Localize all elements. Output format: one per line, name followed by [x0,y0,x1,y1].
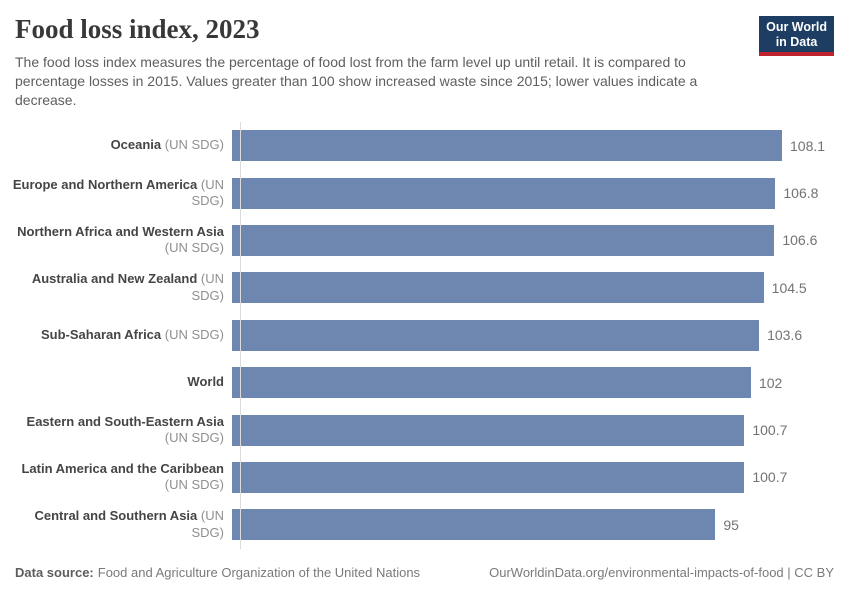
bar[interactable] [232,461,745,493]
bar[interactable] [232,224,775,256]
bar-chart: Oceania (UN SDG) 108.1 Europe and Northern… [0,122,850,549]
chart-row: Australia and New Zealand (UN SDG) 104.5 [0,264,850,311]
chart-row: Sub-Saharan Africa (UN SDG) 103.6 [0,312,850,359]
category-label: Central and Southern Asia (UN SDG) [0,508,232,541]
value-label: 103.6 [767,327,803,344]
bar-zone: 106.8 [232,177,850,209]
footer-credit-link[interactable]: OurWorldinData.org/environmental-impacts… [489,564,834,580]
chart-rows: Oceania (UN SDG) 108.1 Europe and Northern… [0,122,850,549]
chart-row: Central and Southern Asia (UN SDG) 95 [0,501,850,548]
value-label: 100.7 [752,469,788,486]
owid-logo-line1: Our World [766,20,827,34]
owid-logo-line2: in Data [775,34,818,49]
category-qualifier: (UN SDG) [191,176,225,209]
bar[interactable] [232,130,782,162]
bar-zone: 106.6 [232,224,850,256]
category-label: Sub-Saharan Africa (UN SDG) [0,327,232,344]
category-name: Sub-Saharan Africa [40,327,162,342]
data-source-value: Food and Agriculture Organization of the… [97,564,421,580]
category-label: World [0,374,232,391]
y-axis-line [240,122,241,549]
bar-zone: 100.7 [232,414,850,446]
chart-row: Oceania (UN SDG) 108.1 [0,122,850,169]
category-name: Australia and New Zealand [31,271,198,287]
value-label: 95 [723,516,739,533]
category-qualifier: (UN SDG) [161,327,224,342]
bar[interactable] [232,367,751,399]
chart-row: Latin America and the Caribbean (UN SDG)… [0,454,850,501]
value-label: 102 [758,374,783,391]
category-qualifier: (UN SDG) [191,271,225,303]
category-name: Oceania [110,137,162,153]
category-name: Europe and Northern America [12,176,198,192]
category-qualifier: (UN SDG) [191,508,225,540]
value-label: 104.5 [771,279,807,296]
category-qualifier: (UN SDG) [164,430,224,446]
chart-subtitle: The food loss index measures the percent… [15,54,698,108]
chart-row: Eastern and South-Eastern Asia (UN SDG) 1… [0,406,850,453]
category-label: Northern Africa and Western Asia (UN SDG… [0,224,232,257]
bar-zone: 103.6 [232,319,850,351]
bar[interactable] [232,414,745,446]
bar[interactable] [232,272,764,304]
chart-row: World 102 [0,359,850,406]
data-source: Data source: Food and Agriculture Organiz… [15,564,420,581]
value-label: 100.7 [752,422,788,439]
category-label: Australia and New Zealand (UN SDG) [0,271,232,304]
bar-zone: 95 [232,509,850,541]
value-label: 108.1 [790,137,826,154]
bar-zone: 102 [232,367,850,399]
category-name: Northern Africa and Western Asia [17,223,224,239]
chart-row: Europe and Northern America (UN SDG) 106.… [0,169,850,216]
category-qualifier: (UN SDG) [164,477,224,493]
bar-zone: 104.5 [232,272,850,304]
category-name: Central and Southern Asia [34,508,198,524]
category-name: Eastern and South-Eastern Asia [26,413,224,429]
category-label: Oceania (UN SDG) [0,137,232,154]
category-label: Eastern and South-Eastern Asia (UN SDG) [0,414,232,447]
value-label: 106.6 [782,232,818,249]
bar-zone: 108.1 [232,130,850,162]
category-label: Latin America and the Caribbean (UN SDG) [0,461,232,494]
bar[interactable] [232,319,760,351]
chart-row: Northern Africa and Western Asia (UN SDG… [0,217,850,264]
value-label: 106.8 [783,185,819,202]
chart-title: Food loss index, 2023 [15,14,260,44]
category-qualifier: (UN SDG) [164,240,224,256]
bar[interactable] [232,177,776,209]
owid-logo[interactable]: Our World in Data [759,16,834,56]
category-name: Latin America and the Caribbean [21,460,224,476]
category-label: Europe and Northern America (UN SDG) [0,177,232,210]
chart-footer: Data source: Food and Agriculture Organiz… [15,564,834,581]
bar[interactable] [232,509,716,541]
category-qualifier: (UN SDG) [161,137,224,153]
bar-zone: 100.7 [232,461,850,493]
category-name: World [187,374,224,390]
data-source-label: Data source: [15,564,94,580]
